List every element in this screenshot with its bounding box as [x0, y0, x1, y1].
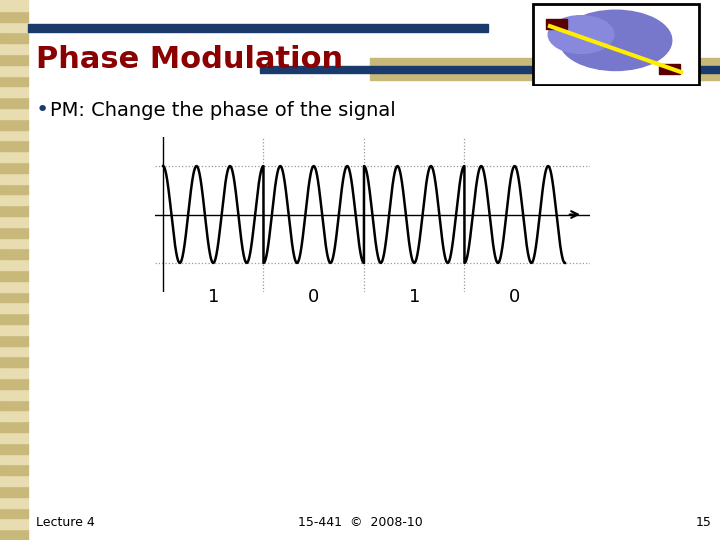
Bar — [0, 443, 28, 454]
Bar — [0, 140, 28, 151]
Bar — [0, 421, 28, 432]
Bar — [0, 432, 28, 443]
Bar — [0, 464, 28, 475]
Bar — [0, 324, 28, 335]
Text: 0: 0 — [509, 288, 521, 306]
Bar — [0, 22, 28, 32]
Text: 15: 15 — [696, 516, 712, 529]
Bar — [0, 65, 28, 76]
Bar — [0, 151, 28, 162]
Bar — [0, 227, 28, 238]
Text: Phase Modulation: Phase Modulation — [36, 45, 343, 75]
Bar — [659, 64, 680, 74]
Bar — [0, 518, 28, 529]
Ellipse shape — [548, 16, 614, 53]
Bar — [0, 205, 28, 216]
Bar — [0, 378, 28, 389]
Bar — [0, 389, 28, 400]
Text: PM: Change the phase of the signal: PM: Change the phase of the signal — [50, 100, 396, 119]
Bar — [0, 292, 28, 302]
Bar — [0, 475, 28, 486]
Bar — [260, 66, 720, 73]
Text: 15-441  ©  2008-10: 15-441 © 2008-10 — [297, 516, 423, 529]
Text: •: • — [36, 100, 49, 120]
Bar — [0, 76, 28, 86]
Bar — [370, 58, 720, 80]
Bar — [0, 302, 28, 313]
Bar — [0, 529, 28, 540]
Bar — [0, 108, 28, 119]
Text: 1: 1 — [408, 288, 420, 306]
Bar — [0, 497, 28, 508]
Bar — [0, 281, 28, 292]
Bar — [0, 238, 28, 248]
Bar — [0, 97, 28, 108]
Bar — [0, 86, 28, 97]
Bar — [0, 130, 28, 140]
Text: 0: 0 — [308, 288, 320, 306]
Bar — [0, 454, 28, 464]
Bar — [0, 184, 28, 194]
Bar — [0, 508, 28, 518]
Bar — [0, 216, 28, 227]
Bar — [0, 194, 28, 205]
Bar — [0, 32, 28, 43]
Bar — [28, 24, 488, 32]
Bar — [0, 400, 28, 410]
Bar — [0, 346, 28, 356]
Bar — [0, 486, 28, 497]
Bar — [0, 162, 28, 173]
Bar — [0, 119, 28, 130]
Bar — [0, 335, 28, 346]
Bar — [0, 313, 28, 324]
Bar — [0, 270, 28, 281]
Bar — [0, 410, 28, 421]
Bar — [0, 367, 28, 378]
Bar — [0, 248, 28, 259]
Bar — [0, 356, 28, 367]
Bar — [0, 43, 28, 54]
Text: Lecture 4: Lecture 4 — [36, 516, 95, 529]
Bar — [0, 0, 28, 11]
Ellipse shape — [559, 10, 672, 71]
Text: 1: 1 — [207, 288, 219, 306]
Bar — [0, 54, 28, 65]
Bar — [0, 11, 28, 22]
Bar — [0, 259, 28, 270]
Bar — [0, 173, 28, 184]
Bar — [546, 19, 567, 30]
